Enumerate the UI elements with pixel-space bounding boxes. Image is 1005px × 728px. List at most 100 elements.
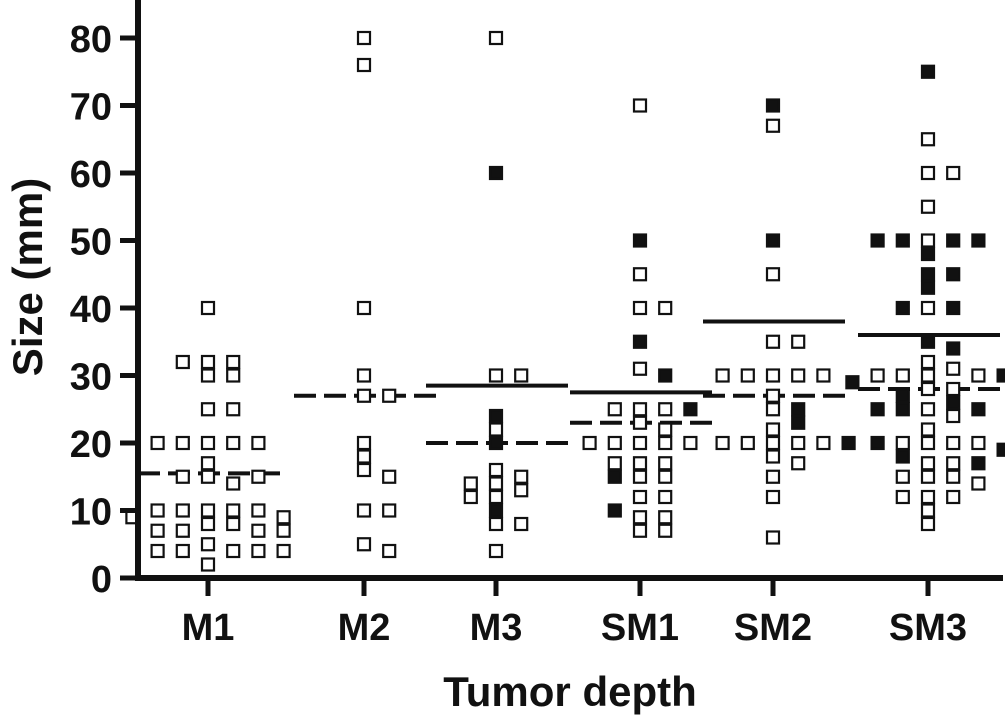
open-point-m1 <box>150 503 165 518</box>
filled-point-sm3 <box>895 233 910 248</box>
open-point-sm2 <box>791 368 806 383</box>
open-point-sm1 <box>632 361 648 376</box>
open-point-sm2 <box>765 422 781 437</box>
open-point-m1 <box>175 469 190 484</box>
open-point-sm3 <box>946 165 961 181</box>
open-point-m1 <box>251 543 266 559</box>
open-point-m1 <box>251 469 266 484</box>
open-point-sm3 <box>920 354 936 370</box>
open-point-sm2 <box>816 368 831 383</box>
open-point-m2 <box>382 503 397 518</box>
open-point-m2 <box>382 469 397 484</box>
open-point-sm3 <box>946 435 961 451</box>
open-point-m2 <box>356 537 372 552</box>
filled-point-sm3 <box>895 388 910 403</box>
open-point-m1 <box>251 503 266 518</box>
open-point-sm1 <box>632 523 648 538</box>
filled-point-sm3 <box>920 64 936 79</box>
open-point-m2 <box>356 57 372 73</box>
open-point-sm2 <box>765 334 781 349</box>
filled-point-m3 <box>488 503 504 518</box>
open-point-m3 <box>488 462 504 478</box>
open-point-m1 <box>200 456 216 471</box>
x-tick-label-m3: M3 <box>470 607 523 649</box>
open-point-sm1 <box>632 510 648 525</box>
filled-point-sm1 <box>683 402 698 417</box>
open-point-m3 <box>488 489 504 505</box>
open-point-m3 <box>463 476 478 491</box>
open-point-m1 <box>226 516 241 532</box>
open-point-m1 <box>251 523 266 538</box>
open-point-sm1 <box>632 469 648 484</box>
open-point-sm1 <box>658 300 673 316</box>
open-point-sm3 <box>920 469 936 484</box>
open-point-sm3 <box>971 476 986 491</box>
open-point-sm3 <box>920 456 936 471</box>
y-tick-label: 20 <box>70 424 112 466</box>
filled-point-sm3 <box>895 300 910 316</box>
open-point-m1 <box>226 368 241 383</box>
y-tick-label: 40 <box>70 289 112 331</box>
filled-point-sm2 <box>791 402 806 417</box>
open-point-sm1 <box>582 435 597 451</box>
open-point-m1 <box>226 354 241 370</box>
open-point-m2 <box>356 368 372 383</box>
filled-point-sm3 <box>920 267 936 282</box>
y-tick-label: 60 <box>70 154 112 196</box>
filled-point-sm1 <box>632 334 648 349</box>
open-point-sm3 <box>971 368 986 383</box>
open-point-m3 <box>488 476 504 491</box>
y-tick-label: 50 <box>70 222 112 264</box>
open-point-m1 <box>226 435 241 451</box>
open-point-sm3 <box>946 361 961 376</box>
open-point-m3 <box>488 543 504 559</box>
open-point-sm1 <box>658 469 673 484</box>
open-point-sm1 <box>632 415 648 430</box>
open-point-m2 <box>356 435 372 451</box>
open-point-m2 <box>356 30 372 46</box>
open-point-sm1 <box>658 456 673 471</box>
open-point-m1 <box>226 503 241 518</box>
open-point-m2 <box>382 388 397 403</box>
open-point-sm3 <box>946 381 961 397</box>
x-axis-title: Tumor depth <box>443 668 697 715</box>
open-point-sm1 <box>658 422 673 437</box>
open-point-m1 <box>200 402 216 417</box>
x-tick-label-m2: M2 <box>338 607 391 649</box>
open-point-sm3 <box>946 469 961 484</box>
filled-point-sm3 <box>946 233 961 248</box>
open-point-sm2 <box>791 456 806 471</box>
open-point-m3 <box>488 422 504 437</box>
open-point-m1 <box>251 435 266 451</box>
filled-point-sm3 <box>946 300 961 316</box>
open-point-sm2 <box>765 402 781 417</box>
open-point-sm2 <box>715 435 730 451</box>
open-point-m1 <box>276 523 291 538</box>
open-point-sm3 <box>870 368 885 383</box>
open-point-m1 <box>175 435 190 451</box>
open-point-sm3 <box>920 300 936 316</box>
open-point-sm2 <box>740 435 755 451</box>
open-point-sm3 <box>920 368 936 383</box>
open-point-sm2 <box>765 469 781 484</box>
open-point-sm3 <box>920 199 936 214</box>
open-point-sm1 <box>658 523 673 538</box>
open-point-m1 <box>150 523 165 538</box>
open-point-sm3 <box>920 516 936 532</box>
open-point-m1 <box>200 503 216 518</box>
open-point-m2 <box>356 300 372 316</box>
filled-point-sm3 <box>870 402 885 417</box>
filled-point-sm2 <box>765 98 781 113</box>
filled-point-sm3 <box>946 341 961 356</box>
open-point-m1 <box>150 435 165 451</box>
filled-point-sm2 <box>841 435 856 451</box>
filled-point-sm3 <box>946 267 961 282</box>
open-point-sm1 <box>683 435 698 451</box>
open-point-sm1 <box>632 267 648 282</box>
open-point-sm3 <box>946 408 961 424</box>
open-point-m2 <box>356 388 372 403</box>
filled-point-sm1 <box>658 368 673 383</box>
y-tick-label: 0 <box>91 559 112 601</box>
open-point-sm1 <box>658 402 673 417</box>
